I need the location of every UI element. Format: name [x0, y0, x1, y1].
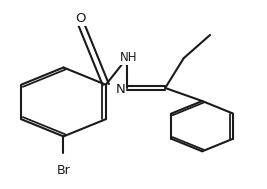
- Text: NH: NH: [119, 51, 137, 64]
- Text: N: N: [115, 83, 125, 96]
- Text: O: O: [75, 12, 86, 25]
- Text: Br: Br: [57, 164, 70, 177]
